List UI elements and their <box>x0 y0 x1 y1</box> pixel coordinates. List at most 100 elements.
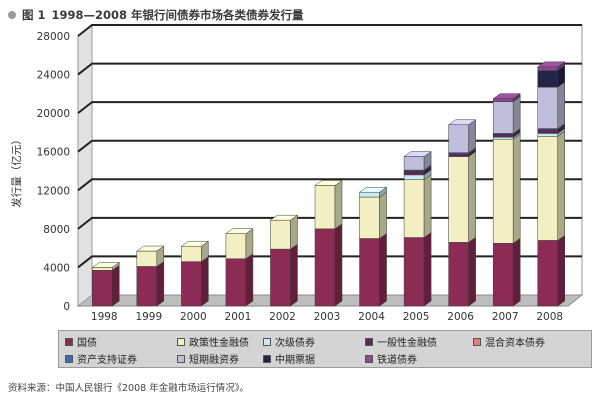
bar-top <box>447 119 477 125</box>
y-tick-label: 20000 <box>37 108 70 120</box>
bar-stack-1999 <box>136 245 165 307</box>
bar-segment <box>314 228 336 307</box>
title-bullet-icon <box>8 11 16 19</box>
bar-segment <box>403 174 425 180</box>
bar-stack-2005 <box>403 151 432 307</box>
bar-stack-2006 <box>447 119 477 307</box>
x-tick-label: 2002 <box>269 311 296 323</box>
legend-swatch <box>263 337 271 346</box>
legend-item: 混合资本债券 <box>473 334 545 349</box>
bar-segment <box>492 137 514 140</box>
bar-top <box>314 180 343 186</box>
legend-swatch <box>65 337 73 346</box>
bar-segment-side <box>379 233 387 307</box>
plot-side-wall <box>77 24 93 308</box>
bar-segment <box>448 153 469 157</box>
bar-segment-side <box>156 260 165 307</box>
legend-swatch <box>473 337 481 346</box>
bar-segment-side <box>557 81 565 130</box>
bar-top <box>91 262 121 268</box>
legend-item: 次级债券 <box>263 334 315 349</box>
bar-segment <box>537 136 558 241</box>
source-note: 资料来源：中国人民银行《2008 年金融市场运行情况》。 <box>8 383 249 394</box>
bar-segment-side <box>557 234 565 307</box>
gridline <box>77 62 582 76</box>
gridline <box>77 139 582 153</box>
legend-swatch <box>177 337 185 346</box>
bar-segment-side <box>468 119 476 154</box>
bar-stack-2003 <box>314 179 343 307</box>
bar-top <box>136 245 165 252</box>
bar-segment <box>181 261 202 307</box>
bar-segment <box>92 267 113 271</box>
bar-segment <box>225 258 247 307</box>
bar-segment <box>537 70 558 88</box>
bar-segment-side <box>290 243 298 307</box>
y-tick-label: 24000 <box>37 70 70 82</box>
y-tick-label: 8000 <box>43 224 70 236</box>
bar-segment-side <box>334 223 343 307</box>
bar-segment <box>492 98 514 102</box>
bar-top <box>492 93 521 99</box>
gridline <box>77 101 582 114</box>
x-tick-label: 2000 <box>180 311 207 323</box>
bar-segment <box>537 129 558 134</box>
stacked-bar-chart: 0 4000 8000 12000 16000 20000 24000 28000 发行量（亿元… <box>10 24 584 323</box>
bar-stack-2008 <box>536 61 566 307</box>
bar-segment-side <box>423 174 432 239</box>
bar-stack-2007 <box>492 93 521 307</box>
bar-segment <box>448 156 469 243</box>
bar-segment <box>181 245 202 262</box>
bar-segment <box>492 243 514 307</box>
x-tick-label: 2005 <box>403 311 430 323</box>
bar-segment <box>492 138 514 244</box>
bar-top <box>536 61 566 68</box>
bar-stack-1998 <box>91 261 121 307</box>
bar-stack-2002 <box>269 214 299 307</box>
bar-segment-side <box>512 96 521 134</box>
bar-top <box>180 240 210 247</box>
y-tick-label: 0 <box>63 301 70 313</box>
bar-segment-side <box>557 130 565 241</box>
legend-swatch <box>65 354 73 363</box>
legend-swatch <box>365 337 373 346</box>
bar-segment <box>537 86 558 129</box>
legend-label: 铁道债券 <box>377 355 417 366</box>
x-tick-label: 2007 <box>492 311 519 323</box>
legend-swatch <box>365 354 373 363</box>
legend-item: 铁道债券 <box>365 351 417 366</box>
bar-segment-side <box>468 151 476 243</box>
gridline <box>77 24 582 37</box>
bar-segment <box>359 196 380 239</box>
bar-top <box>403 151 432 157</box>
y-axis-label: 发行量（亿元） <box>10 134 23 208</box>
bar-segment <box>448 124 469 153</box>
bar-segment-side <box>423 232 432 307</box>
bar-stack-2001 <box>225 228 254 307</box>
bar-segment <box>537 66 558 71</box>
y-tick-label: 28000 <box>37 31 70 43</box>
bar-segment <box>136 266 158 307</box>
bar-segment <box>448 242 469 307</box>
legend-item: 政策性金融债 <box>177 334 249 349</box>
figure-title-text: 1998—2008 年银行间债券市场各类债券发行量 <box>51 8 304 22</box>
legend-item: 中期票据 <box>263 351 315 366</box>
x-tick-label: 2006 <box>447 311 474 323</box>
legend-swatch <box>263 354 271 363</box>
bar-segment <box>403 179 425 238</box>
x-tick-label: 1999 <box>135 311 162 323</box>
bar-segment <box>537 133 558 137</box>
bar-segment <box>403 237 425 307</box>
y-tick-label: 12000 <box>37 185 70 197</box>
x-tick-label: 2008 <box>536 311 563 323</box>
legend-label: 一般性金融债 <box>377 338 437 349</box>
chart-title: 图 1 1998—2008 年银行间债券市场各类债券发行量 <box>8 6 304 24</box>
bar-segment <box>492 134 514 138</box>
bar-segment <box>537 240 558 307</box>
bar-segment <box>492 101 514 134</box>
bar-segment <box>359 238 380 307</box>
bar-stack-2004 <box>358 186 388 307</box>
bar-top <box>269 214 299 221</box>
x-tick-label: 2003 <box>314 311 341 323</box>
bar-segment-side <box>512 133 521 244</box>
